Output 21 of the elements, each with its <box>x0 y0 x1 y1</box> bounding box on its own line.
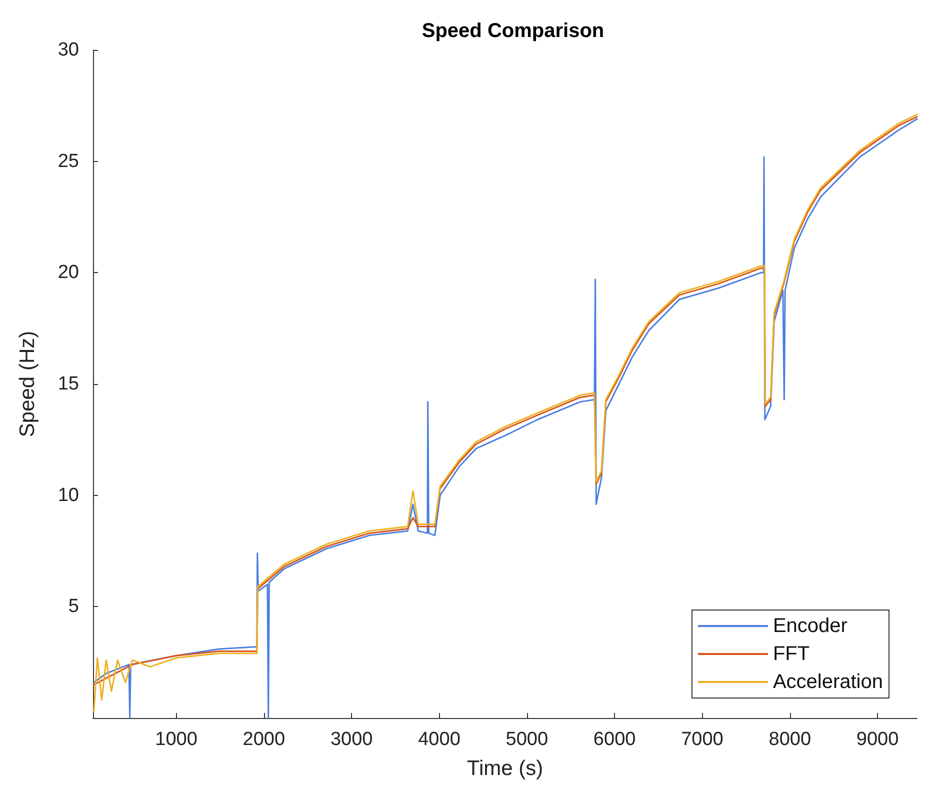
x-tick-label: 8000 <box>768 729 812 750</box>
x-tick-label: 1000 <box>155 729 198 750</box>
y-tick-label: 20 <box>58 262 79 284</box>
x-tick-label: 6000 <box>593 729 636 750</box>
legend-label: FFT <box>772 643 810 665</box>
x-tick-label: 9000 <box>856 729 899 750</box>
y-tick-label: 10 <box>58 484 79 506</box>
x-tick-label: 2000 <box>242 729 286 750</box>
legend-label: Encoder <box>772 615 848 637</box>
x-tick-label: 4000 <box>418 729 460 750</box>
x-axis-title: Time (s) <box>466 757 544 780</box>
legend-label: Acceleration <box>772 671 884 693</box>
chart-title: Speed Comparison <box>422 20 604 42</box>
x-tick-label: 7000 <box>681 729 724 750</box>
x-tick-label: 5000 <box>506 729 548 750</box>
y-axis-title: Speed (Hz) <box>16 330 39 438</box>
y-tick-label: 30 <box>58 40 79 60</box>
y-tick-label: 5 <box>68 596 79 618</box>
y-tick-label: 25 <box>58 150 79 172</box>
x-tick-label: 3000 <box>330 729 373 750</box>
y-tick-label: 15 <box>58 374 79 394</box>
